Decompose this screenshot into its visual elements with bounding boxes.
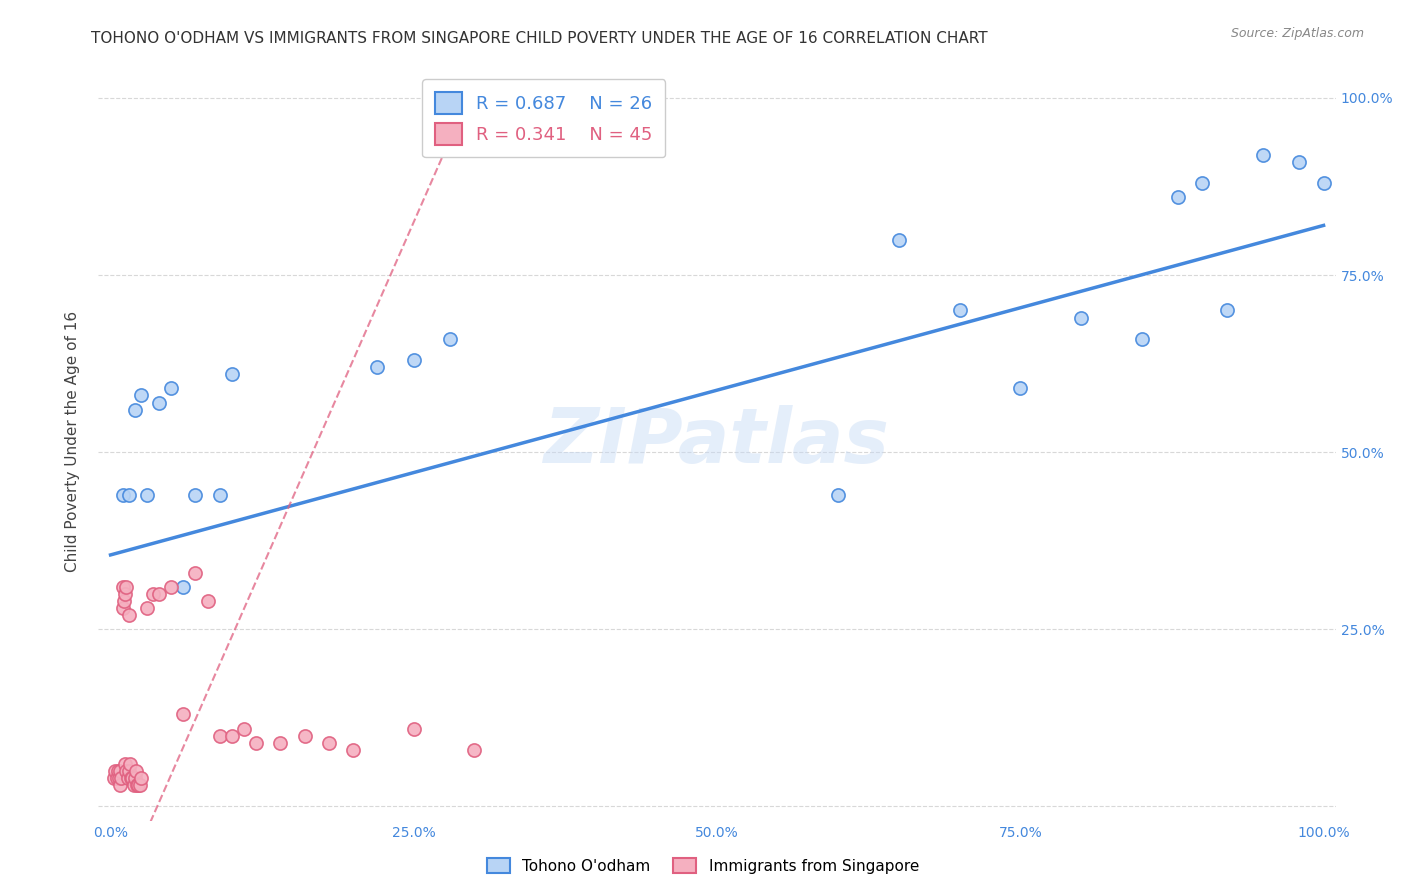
Point [148,395,170,409]
Point [110,764,132,778]
Point [129,771,152,785]
Point [1191,176,1213,190]
Point [118,488,141,502]
Text: Source: ZipAtlas.com: Source: ZipAtlas.com [1230,27,1364,40]
Point [127,778,149,792]
Point [124,771,146,785]
Point [1215,303,1237,318]
Point [160,381,183,395]
Point [148,587,170,601]
Point [111,601,134,615]
Point [439,332,461,346]
Point [111,488,134,502]
Point [118,764,141,778]
Point [115,764,138,778]
Point [120,771,142,785]
Point [172,707,194,722]
Point [1070,310,1092,325]
Point [125,764,148,778]
Point [111,580,134,594]
Point [108,771,131,785]
Point [105,771,128,785]
Point [115,580,138,594]
Text: ZIPatlas: ZIPatlas [544,405,890,478]
Point [118,608,141,623]
Point [110,778,132,792]
Point [142,587,165,601]
Point [269,736,291,750]
Point [887,233,910,247]
Point [463,743,485,757]
Point [136,601,159,615]
Legend: R = 0.687    N = 26, R = 0.341    N = 45: R = 0.687 N = 26, R = 0.341 N = 45 [422,79,665,157]
Point [949,303,972,318]
Point [208,729,231,743]
Point [245,736,267,750]
Point [112,594,135,608]
Point [117,771,139,785]
Point [294,729,316,743]
Point [342,743,364,757]
Point [184,488,207,502]
Point [127,778,149,792]
Point [104,764,127,778]
Point [136,488,159,502]
Point [366,360,388,375]
Point [197,594,219,608]
Point [184,566,207,580]
Point [208,488,231,502]
Point [103,771,125,785]
Legend: Tohono O'odham, Immigrants from Singapore: Tohono O'odham, Immigrants from Singapor… [481,852,925,880]
Point [233,722,256,736]
Y-axis label: Child Poverty Under the Age of 16: Child Poverty Under the Age of 16 [65,311,80,572]
Point [121,771,143,785]
Point [221,368,243,382]
Point [221,729,243,743]
Point [114,756,136,771]
Point [118,756,141,771]
Point [172,580,194,594]
Point [1251,147,1274,161]
Point [114,587,136,601]
Point [402,353,425,368]
Point [1288,154,1310,169]
Point [402,722,425,736]
Point [827,488,849,502]
Point [318,736,340,750]
Point [107,764,129,778]
Point [110,771,132,785]
Point [160,580,183,594]
Point [122,778,145,792]
Point [1010,381,1032,395]
Point [1167,190,1189,204]
Point [128,778,150,792]
Point [124,402,146,417]
Point [129,388,152,402]
Point [1312,176,1334,190]
Text: TOHONO O'ODHAM VS IMMIGRANTS FROM SINGAPORE CHILD POVERTY UNDER THE AGE OF 16 CO: TOHONO O'ODHAM VS IMMIGRANTS FROM SINGAP… [91,31,988,46]
Point [1130,332,1153,346]
